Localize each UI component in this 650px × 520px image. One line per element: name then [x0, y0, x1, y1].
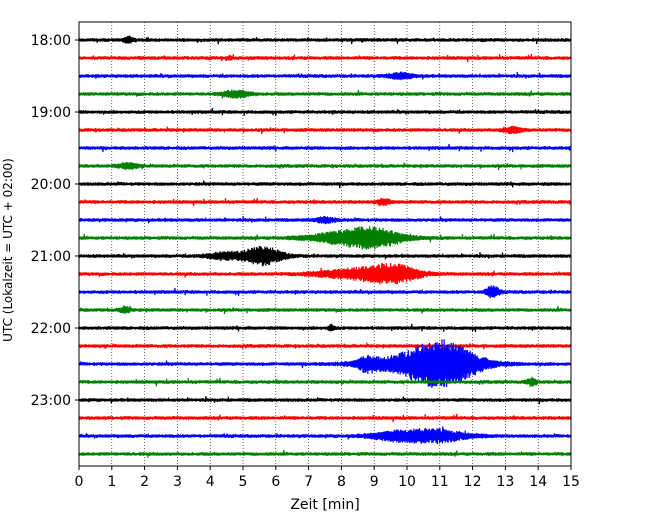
- x-tick-label: 5: [239, 474, 248, 490]
- x-tick-label: 15: [562, 474, 580, 490]
- trace-1930: [78, 143, 572, 153]
- y-tick-label: 19:00: [31, 105, 71, 121]
- trace-2000: [78, 180, 572, 189]
- plot-frame: [78, 21, 572, 467]
- trace-2230: [78, 339, 572, 388]
- trace-2100: [78, 246, 572, 267]
- x-tick-label: 14: [529, 474, 547, 490]
- y-tick-label: 22:00: [31, 321, 71, 337]
- x-tick-label: 13: [496, 474, 514, 490]
- trace-2045: [78, 226, 572, 250]
- trace-2030: [78, 215, 572, 225]
- trace-2315: [78, 413, 572, 423]
- x-tick-label: 11: [431, 474, 449, 490]
- x-tick-label: 1: [107, 474, 116, 490]
- y-tick-label: 18:00: [31, 33, 71, 49]
- x-tick-label: 8: [337, 474, 346, 490]
- y-tick-label: 20:00: [31, 177, 71, 193]
- trace-2200: [78, 323, 572, 333]
- trace-2130: [78, 285, 572, 299]
- x-axis-label: Zeit [min]: [290, 497, 359, 513]
- trace-2215: [78, 342, 572, 351]
- x-tick-label: 9: [370, 474, 379, 490]
- x-tick-label: 3: [173, 474, 182, 490]
- trace-1815: [78, 53, 572, 63]
- trace-1845: [78, 89, 572, 99]
- trace-1900: [78, 107, 572, 117]
- trace-2115: [78, 262, 572, 285]
- trace-2345: [78, 449, 572, 458]
- trace-2015: [78, 197, 572, 207]
- trace-1915: [78, 125, 572, 135]
- x-tick-label: 7: [304, 474, 313, 490]
- x-tick-label: 12: [464, 474, 482, 490]
- y-tick-label: 23:00: [31, 393, 71, 409]
- trace-2145: [78, 305, 572, 315]
- x-tick-label: 6: [271, 474, 280, 490]
- y-axis-ticks: 18:00 19:00 20:00 21:00 22:00 23:00: [31, 33, 79, 409]
- trace-2245: [78, 376, 572, 387]
- y-tick-label: 21:00: [31, 249, 71, 265]
- x-tick-label: 2: [140, 474, 149, 490]
- trace-layer: [78, 35, 572, 458]
- x-axis-ticks: 0 1 2 3 4 5 6 7 8 9 10 11 12 13 14 15: [75, 466, 580, 490]
- y-axis-label: UTC (Lokalzeit = UTC + 02:00): [1, 158, 15, 342]
- trace-1945: [78, 162, 572, 171]
- x-tick-label: 10: [398, 474, 416, 490]
- trace-1800: [78, 35, 572, 45]
- trace-2330: [78, 426, 572, 445]
- x-tick-label: 4: [206, 474, 215, 490]
- trace-1830: [78, 71, 572, 81]
- x-tick-label: 0: [75, 474, 84, 490]
- trace-2300: [78, 395, 572, 405]
